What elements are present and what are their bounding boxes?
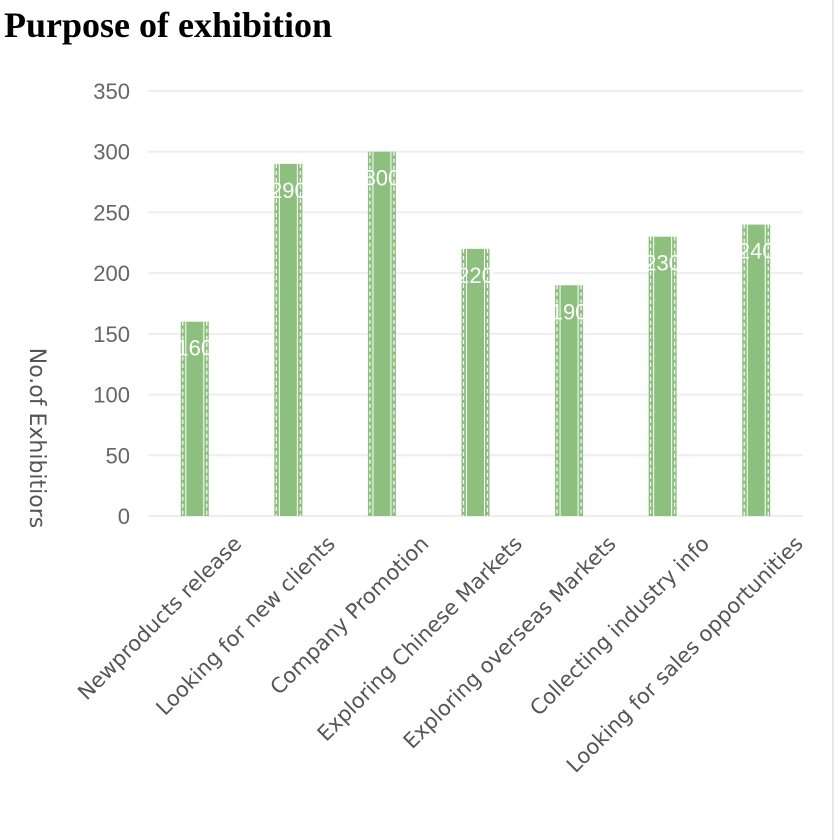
bar (274, 163, 303, 516)
y-axis-ticks: 0 50 100 150 200 250 300 350 (93, 79, 130, 529)
y-tick-label: 0 (118, 504, 130, 529)
bar (461, 248, 490, 516)
y-tick-label: 50 (106, 443, 130, 468)
x-tick-label: Collecting industry info (525, 532, 714, 721)
data-label: 300 (364, 166, 401, 191)
bar (648, 236, 677, 516)
y-tick-label: 200 (93, 261, 130, 286)
y-axis-label: No.of Exhibitiors (24, 348, 49, 528)
data-label: 240 (738, 239, 775, 264)
data-label: 190 (551, 299, 588, 324)
bar (367, 151, 396, 516)
bar (742, 224, 771, 517)
x-tick-label: Company Promotion (266, 532, 434, 700)
data-label: 160 (176, 336, 213, 361)
x-tick-label: Newproducts release (73, 532, 246, 705)
y-tick-label: 150 (93, 322, 130, 347)
x-tick-label: Looking for new clients (151, 532, 340, 721)
data-labels: 160 290 300 220 190 230 240 (176, 166, 774, 361)
y-tick-label: 250 (93, 200, 130, 225)
chart-title: Purpose of exhibition (4, 5, 333, 45)
data-label: 230 (644, 251, 681, 276)
y-tick-label: 350 (93, 79, 130, 104)
data-label: 290 (270, 178, 307, 203)
y-tick-label: 300 (93, 140, 130, 165)
x-tick-label: Exploring Chinese Markets (313, 532, 527, 746)
bars (180, 151, 771, 517)
data-label: 220 (457, 263, 494, 288)
y-tick-label: 100 (93, 383, 130, 408)
